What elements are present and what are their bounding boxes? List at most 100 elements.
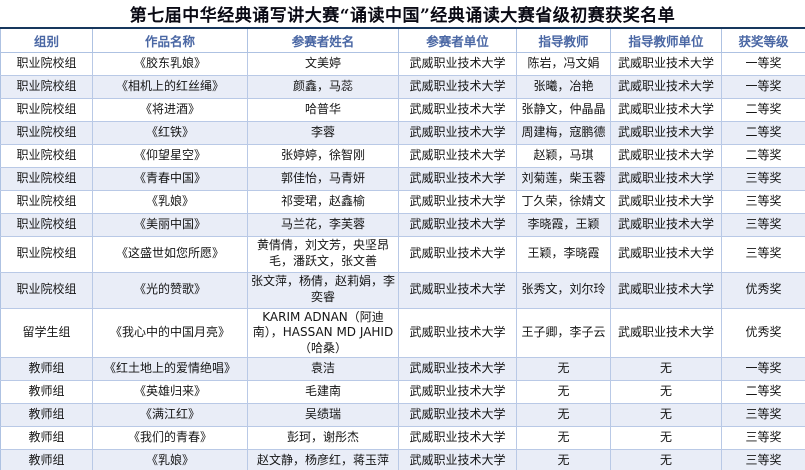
- table-cell: 《光的赞歌》: [92, 272, 248, 308]
- table-cell: 无: [610, 449, 722, 470]
- table-row: 职业院校组 《光的赞歌》 张文萍，杨倩，赵莉娟，李奕睿 武威职业技术大学 张秀文，刘尔玲…: [0, 272, 805, 308]
- table-cell: KARIM ADNAN（阿迪南），HASSAN MD JAHID（哈桑）: [247, 308, 399, 358]
- table-cell: 一等奖: [721, 357, 805, 381]
- table-cell: 武威职业技术大学: [398, 449, 517, 470]
- table-cell: 丁久荣，徐婧文: [516, 190, 611, 213]
- table-row: 职业院校组 《红铁》 李蓉 武威职业技术大学 周建梅，寇鹏德 武威职业技术大学 二等奖: [0, 121, 805, 144]
- table-cell: 武威职业技术大学: [398, 380, 517, 404]
- table-row: 职业院校组 《美丽中国》 马兰花，李芙蓉 武威职业技术大学 李晓霞，王颖 武威职业技术大学…: [0, 213, 805, 236]
- table-cell: 《乳娘》: [92, 190, 248, 213]
- awards-table: 组别 作品名称 参赛者姓名 参赛者单位 指导教师 指导教师单位 获奖等级 职业院校组 《胶东乳…: [0, 27, 805, 470]
- table-cell: 无: [610, 357, 722, 381]
- column-header: 组别: [0, 28, 93, 52]
- table-cell: 《相机上的红丝绳》: [92, 75, 248, 98]
- table-cell: 张秀文，刘尔玲: [516, 272, 611, 308]
- table-cell: 哈普华: [247, 98, 399, 121]
- table-cell: 《英雄归来》: [92, 380, 248, 404]
- table-cell: 《满江红》: [92, 403, 248, 427]
- table-cell: 赵文静，杨彦红，蒋玉萍: [247, 449, 399, 470]
- table-cell: 王颖，李晓霞: [516, 236, 611, 272]
- table-cell: 教师组: [28, 361, 65, 376]
- table-cell: 张婷婷，徐智刚: [247, 144, 399, 167]
- table-cell: 武威职业技术大学: [398, 357, 517, 381]
- table-cell: 武威职业技术大学: [610, 308, 722, 358]
- table-cell: 三等奖: [721, 190, 805, 213]
- table-row: 教师组 《英雄归来》 毛建南 武威职业技术大学无无二等奖: [0, 380, 805, 404]
- table-cell: 武威职业技术大学: [610, 167, 722, 190]
- table-cell: 一等奖: [721, 75, 805, 98]
- table-cell: 武威职业技术大学: [398, 190, 517, 213]
- table-cell: 《仰望星空》: [92, 144, 248, 167]
- column-header: 作品名称: [92, 28, 248, 52]
- table-cell: 周建梅，寇鹏德: [516, 121, 611, 144]
- table-cell: 武威职业技术大学: [398, 144, 517, 167]
- table-cell: 二等奖: [721, 144, 805, 167]
- table-cell: 武威职业技术大学: [398, 98, 517, 121]
- table-cell: 张曦，冶艳: [516, 75, 611, 98]
- table-cell: 武威职业技术大学: [610, 52, 722, 75]
- table-cell: 《将进酒》: [92, 98, 248, 121]
- table-cell: 武威职业技术大学: [610, 144, 722, 167]
- table-row: 留学生组 《我心中的中国月亮》 KARIM ADNAN（阿迪南），HASSAN MD…: [0, 308, 805, 358]
- table-cell: 二等奖: [721, 380, 805, 404]
- table-cell: 职业院校组: [16, 147, 77, 162]
- table-cell: 《红土地上的爱情绝唱》: [92, 357, 248, 381]
- table-cell: 二等奖: [721, 98, 805, 121]
- table-cell: 武威职业技术大学: [398, 167, 517, 190]
- table-cell: 武威职业技术大学: [398, 236, 517, 272]
- table-row: 职业院校组 《青春中国》 郭佳怡，马青妍 武威职业技术大学 刘菊莲，柴玉蓉 武威职业技术大…: [0, 167, 805, 190]
- table-cell: 无: [516, 403, 611, 427]
- table-cell: 文美婷: [247, 52, 399, 75]
- table-cell: 三等奖: [721, 167, 805, 190]
- table-cell: 武威职业技术大学: [610, 98, 722, 121]
- column-header: 指导教师单位: [610, 28, 722, 52]
- table-row: 职业院校组 《相机上的红丝绳》 颜鑫，马蕊 武威职业技术大学 张曦，冶艳 武威职业技术大学…: [0, 75, 805, 98]
- page-title: 第七届中华经典诵写讲大赛“诵读中国”经典诵读大赛省级初赛获奖名单: [129, 6, 676, 26]
- table-cell: 武威职业技术大学: [610, 272, 722, 308]
- table-cell: 无: [516, 426, 611, 450]
- header-row: 组别 作品名称 参赛者姓名 参赛者单位 指导教师 指导教师单位 获奖等级: [0, 28, 805, 52]
- table-cell: 三等奖: [721, 449, 805, 470]
- table-cell: 职业院校组: [16, 246, 77, 261]
- table-cell: 二等奖: [721, 121, 805, 144]
- table-cell: 教师组: [28, 453, 65, 468]
- table-cell: 职业院校组: [16, 55, 77, 70]
- table-cell: 马兰花，李芙蓉: [247, 213, 399, 236]
- table-row: 职业院校组 《乳娘》 祁雯珺，赵鑫榆 武威职业技术大学 丁久荣，徐婧文 武威职业技术大学三…: [0, 190, 805, 213]
- table-cell: 《这盛世如您所愿》: [92, 236, 248, 272]
- table-row: 职业院校组 《这盛世如您所愿》 黄倩倩，刘文芳，央坚昂毛，潘跃文，张文善 武威职业技术…: [0, 236, 805, 272]
- table-cell: 《胶东乳娘》: [92, 52, 248, 75]
- table-cell: 郭佳怡，马青妍: [247, 167, 399, 190]
- table-cell: 无: [516, 380, 611, 404]
- table-row: 职业院校组 《仰望星空》 张婷婷，徐智刚 武威职业技术大学 赵颖，马琪 武威职业技术大学二…: [0, 144, 805, 167]
- table-row: 教师组 《红土地上的爱情绝唱》 袁洁 武威职业技术大学无无一等奖: [0, 357, 805, 381]
- table-cell: 教师组: [28, 407, 65, 422]
- table-cell: 无: [516, 357, 611, 381]
- table-cell: 武威职业技术大学: [398, 121, 517, 144]
- title-bar: 第七届中华经典诵写讲大赛“诵读中国”经典诵读大赛省级初赛获奖名单: [0, 0, 805, 27]
- table-cell: 颜鑫，马蕊: [247, 75, 399, 98]
- table-cell: 武威职业技术大学: [398, 272, 517, 308]
- table-cell: 《青春中国》: [92, 167, 248, 190]
- table-cell: 无: [610, 426, 722, 450]
- table-cell: 三等奖: [721, 236, 805, 272]
- table-cell: 职业院校组: [16, 193, 77, 208]
- table-cell: 王子卿，李子云: [516, 308, 611, 358]
- table-cell: 无: [610, 380, 722, 404]
- table-cell: 张静文，仲晶晶: [516, 98, 611, 121]
- table-cell: 武威职业技术大学: [610, 75, 722, 98]
- table-cell: 李晓霞，王颖: [516, 213, 611, 236]
- table-cell: 武威职业技术大学: [398, 308, 517, 358]
- table-cell: 彭珂，谢彤杰: [247, 426, 399, 450]
- table-cell: 优秀奖: [721, 308, 805, 358]
- table-row: 职业院校组 《胶东乳娘》 文美婷 武威职业技术大学 陈岩，冯文娟 武威职业技术大学 一等奖: [0, 52, 805, 75]
- table-cell: 《我们的青春》: [92, 426, 248, 450]
- table-cell: 三等奖: [721, 426, 805, 450]
- table-cell: 三等奖: [721, 213, 805, 236]
- table-cell: 职业院校组: [16, 282, 77, 297]
- table-cell: 无: [610, 403, 722, 427]
- table-cell: 袁洁: [247, 357, 399, 381]
- table-cell: 职业院校组: [16, 124, 77, 139]
- table-cell: 三等奖: [721, 403, 805, 427]
